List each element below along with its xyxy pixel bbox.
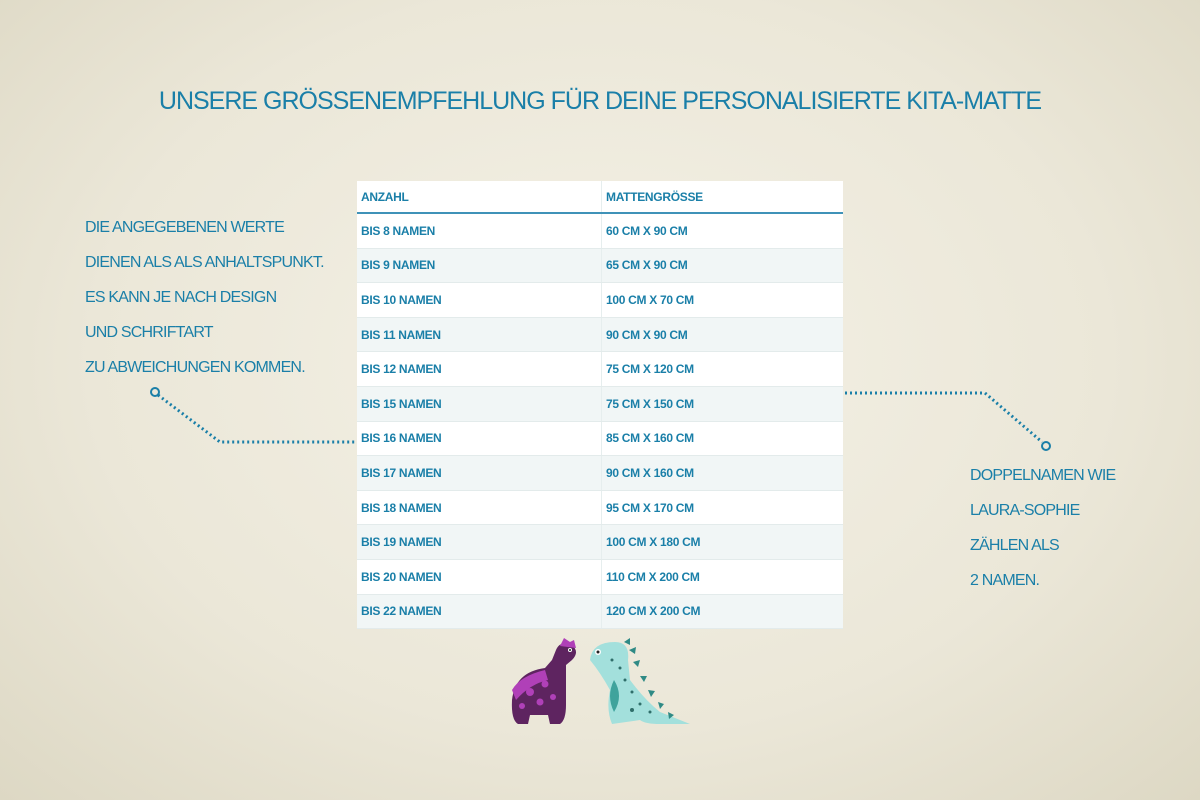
column-header-count: Anzahl <box>357 181 602 214</box>
mat-size-cell: 90 cm x 160 cm <box>601 455 843 491</box>
mat-size-cell: 110 cm x 200 cm <box>601 559 843 595</box>
table-row: bis 15 Namen 75 cm x 150 cm <box>357 386 843 422</box>
table-row: bis 18 Namen 95 cm x 170 cm <box>357 490 843 526</box>
table-row: bis 16 Namen 85 cm x 160 cm <box>357 421 843 457</box>
mat-size-cell: 100 cm x 70 cm <box>601 282 843 318</box>
left-connector-dot <box>150 387 160 397</box>
right-note: Doppelnamen wie Laura-Sophie zählen als … <box>970 467 1116 589</box>
table-row: bis 20 Namen 110 cm x 200 cm <box>357 559 843 595</box>
left-connector <box>157 393 357 444</box>
table-row: bis 9 Namen 65 cm x 90 cm <box>357 248 843 284</box>
name-count-cell: bis 18 Namen <box>357 490 602 526</box>
name-count-cell: bis 11 Namen <box>357 317 602 353</box>
table-row: bis 11 Namen 90 cm x 90 cm <box>357 317 843 353</box>
name-count-cell: bis 22 Namen <box>357 594 602 630</box>
name-count-cell: bis 16 Namen <box>357 421 602 457</box>
name-count-cell: bis 10 Namen <box>357 282 602 318</box>
table-row: bis 19 Namen 100 cm x 180 cm <box>357 524 843 560</box>
name-count-cell: bis 9 Namen <box>357 248 602 284</box>
name-count-cell: bis 17 Namen <box>357 455 602 491</box>
table-row: bis 17 Namen 90 cm x 160 cm <box>357 455 843 491</box>
mat-size-cell: 85 cm x 160 cm <box>601 421 843 457</box>
table-header-row: Anzahl Mattengröße <box>357 181 843 214</box>
name-count-cell: bis 15 Namen <box>357 386 602 422</box>
table-row: bis 12 Namen 75 cm x 120 cm <box>357 351 843 387</box>
mat-size-cell: 120 cm x 200 cm <box>601 594 843 630</box>
name-count-cell: bis 20 Namen <box>357 559 602 595</box>
mat-size-cell: 95 cm x 170 cm <box>601 490 843 526</box>
mat-size-cell: 65 cm x 90 cm <box>601 248 843 284</box>
right-connector-dot <box>1041 441 1051 451</box>
name-count-cell: bis 8 Namen <box>357 213 602 249</box>
mat-size-cell: 60 cm x 90 cm <box>601 213 843 249</box>
mat-size-cell: 100 cm x 180 cm <box>601 524 843 560</box>
right-connector <box>845 391 1043 444</box>
table-row: bis 22 Namen 120 cm x 200 cm <box>357 594 843 630</box>
size-recommendation-table: Anzahl Mattengröße bis 8 Namen60 cm x 90… <box>357 181 843 630</box>
name-count-cell: bis 12 Namen <box>357 351 602 387</box>
table-row: bis 8 Namen 60 cm x 90 cm <box>357 213 843 249</box>
mat-size-cell: 75 cm x 120 cm <box>601 351 843 387</box>
teal-dinosaur-illustration <box>590 638 690 724</box>
name-count-cell: bis 19 Namen <box>357 524 602 560</box>
page-title: Unsere Größenempfehlung für deine person… <box>158 87 1042 115</box>
mat-size-cell: 75 cm x 150 cm <box>601 386 843 422</box>
table-row: bis 10 Namen 100 cm x 70 cm <box>357 282 843 318</box>
column-header-mat-size: Mattengröße <box>601 181 843 214</box>
mat-size-cell: 90 cm x 90 cm <box>601 317 843 353</box>
left-note: Die angegebenen Werte dienen als als Anh… <box>85 219 325 376</box>
purple-dinosaur-illustration <box>511 638 576 724</box>
